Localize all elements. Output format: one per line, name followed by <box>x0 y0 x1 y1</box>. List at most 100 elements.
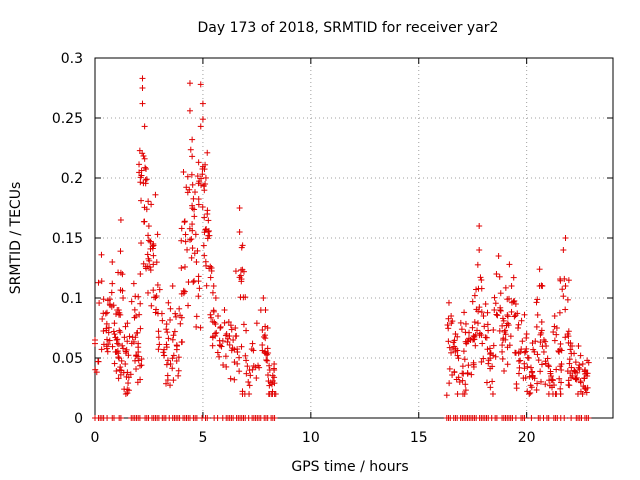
data-point <box>175 372 182 379</box>
data-point <box>175 367 182 374</box>
data-point <box>581 375 588 382</box>
data-point <box>99 315 106 322</box>
data-point <box>472 342 479 349</box>
data-point <box>559 286 566 293</box>
data-point <box>558 379 565 386</box>
data-point <box>524 363 531 370</box>
data-point <box>244 363 251 370</box>
data-point <box>482 301 489 307</box>
data-point <box>191 213 198 220</box>
data-point <box>140 152 147 159</box>
zero-point <box>271 415 278 421</box>
data-point <box>508 308 515 315</box>
data-point <box>221 307 228 313</box>
data-point <box>491 294 498 301</box>
data-point <box>471 319 478 326</box>
data-point <box>92 337 98 343</box>
data-point <box>560 247 567 253</box>
data-point <box>115 375 122 382</box>
data-point <box>520 375 527 382</box>
data-point <box>185 302 192 309</box>
data-point <box>240 321 247 328</box>
data-point <box>111 320 118 327</box>
data-point <box>120 295 127 301</box>
x-tick-label: 10 <box>302 430 320 446</box>
data-point <box>122 391 129 397</box>
data-point <box>538 319 545 325</box>
data-point <box>220 362 227 369</box>
data-point <box>476 304 483 311</box>
data-point <box>470 359 477 366</box>
data-point <box>486 351 493 358</box>
data-point <box>551 323 558 330</box>
data-point <box>95 358 102 365</box>
data-point <box>195 293 202 300</box>
chart-title: Day 173 of 2018, SRMTID for receiver yar… <box>198 20 499 36</box>
data-point <box>576 362 583 369</box>
data-point <box>227 375 234 382</box>
data-point <box>142 166 149 173</box>
data-point <box>182 231 189 238</box>
data-point <box>167 361 174 367</box>
data-point <box>556 309 563 316</box>
y-tick-labels: 0 0.05 0.1 0.15 0.2 0.25 0.3 <box>52 51 83 427</box>
data-point <box>116 327 123 334</box>
data-point <box>154 310 161 317</box>
data-point <box>551 382 558 389</box>
data-point <box>140 218 147 225</box>
data-point <box>495 253 502 259</box>
data-point <box>518 317 525 324</box>
zero-point <box>585 415 592 421</box>
data-point <box>575 343 582 349</box>
data-point <box>125 352 132 359</box>
data-point <box>484 321 491 328</box>
data-point <box>445 299 452 306</box>
data-point <box>496 327 503 334</box>
data-point <box>524 354 531 361</box>
data-point <box>473 286 480 293</box>
data-point <box>124 320 131 327</box>
data-point <box>126 333 133 340</box>
data-point <box>209 342 216 349</box>
data-point <box>548 373 555 380</box>
data-point <box>186 186 193 193</box>
data-point <box>134 329 141 336</box>
data-point <box>575 364 582 371</box>
data-point <box>263 356 270 363</box>
data-point <box>169 283 176 289</box>
data-point <box>125 374 132 381</box>
data-point <box>214 349 221 356</box>
data-point <box>534 296 541 303</box>
data-point <box>496 273 503 280</box>
data-point <box>213 329 220 336</box>
data-point <box>195 278 202 285</box>
data-point <box>477 274 484 281</box>
data-point <box>212 332 219 339</box>
data-point <box>253 375 260 382</box>
data-point <box>462 387 469 394</box>
data-point <box>109 280 116 287</box>
data-point <box>461 356 468 363</box>
data-point <box>490 342 497 349</box>
data-point <box>474 320 481 327</box>
data-point <box>112 334 119 341</box>
data-point <box>181 219 188 226</box>
data-point <box>193 259 200 265</box>
data-point <box>92 366 99 373</box>
data-point <box>547 368 554 375</box>
data-point <box>106 337 113 344</box>
data-point <box>502 284 509 291</box>
data-point <box>137 300 144 307</box>
data-point <box>478 277 485 283</box>
data-point <box>159 317 166 324</box>
data-point <box>468 371 475 378</box>
data-point <box>527 389 534 396</box>
data-point <box>117 371 124 378</box>
data-point <box>527 382 534 389</box>
zero-point <box>193 415 200 421</box>
data-point <box>457 319 464 326</box>
data-point <box>163 361 170 368</box>
data-point <box>222 353 229 360</box>
data-point <box>204 149 211 156</box>
data-point <box>262 335 269 342</box>
